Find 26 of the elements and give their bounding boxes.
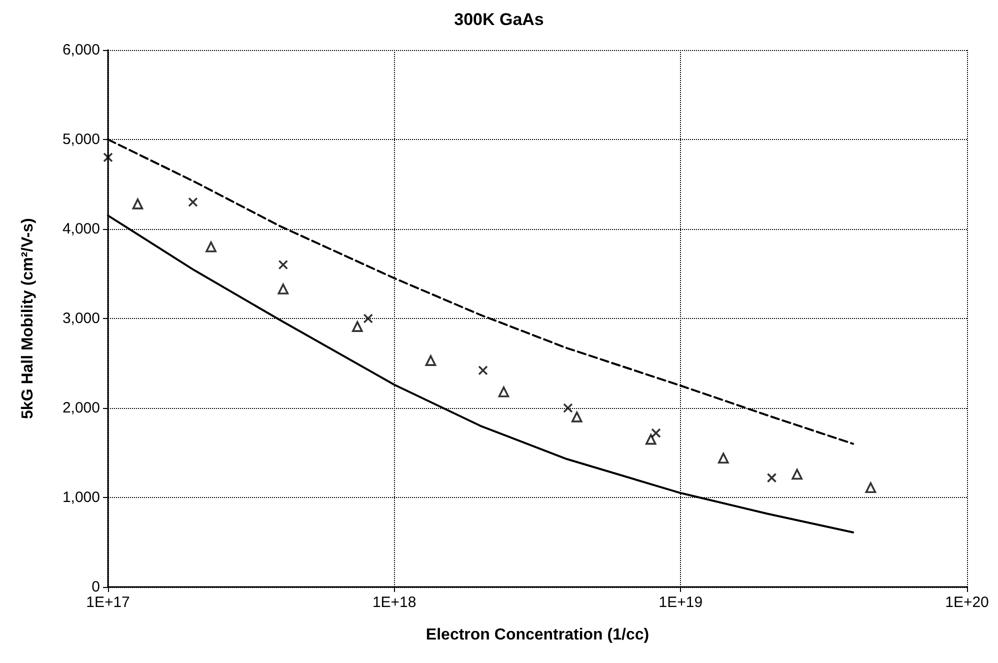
y-tick-label: 2,000 [62,400,100,416]
y-tick-label: 1,000 [62,489,100,506]
x-tick-label: 1E+18 [372,594,416,611]
point [498,386,510,398]
y-tick-label: 3,000 [62,310,100,327]
point [865,482,876,494]
x-tick-label: 1E+17 [86,594,130,611]
y-tick-label: 6,000 [62,42,100,58]
point [352,321,363,332]
chart-title: 300K GaAs [454,10,544,29]
point [206,242,216,252]
y-tick-label: 5,000 [62,131,100,148]
y-axis-title: 5kG Hall Mobility (cm²/V-s) [20,218,36,419]
x-tick-label: 1E+19 [658,594,703,611]
point [792,468,802,480]
x-axis-title: Electron Concentration (1/cc) [426,626,650,644]
y-tick-label: 4,000 [62,220,100,238]
point [425,355,436,366]
point [278,260,288,270]
point [278,284,289,294]
point [718,452,729,464]
point [571,412,582,422]
y-tick-label: 0 [92,578,100,596]
point [645,434,656,445]
x-tick-label: 1E+20 [945,594,989,611]
point [132,198,144,210]
